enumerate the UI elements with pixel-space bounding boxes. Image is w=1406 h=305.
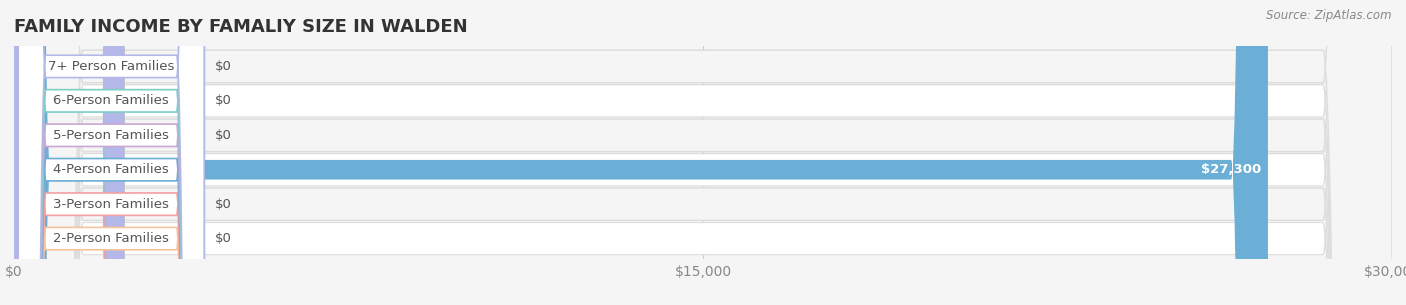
Text: $0: $0	[215, 129, 232, 142]
FancyBboxPatch shape	[14, 0, 1392, 305]
FancyBboxPatch shape	[18, 0, 204, 305]
Text: 7+ Person Families: 7+ Person Families	[48, 60, 174, 73]
Text: 2-Person Families: 2-Person Families	[53, 232, 169, 245]
FancyBboxPatch shape	[18, 0, 204, 305]
FancyBboxPatch shape	[18, 0, 204, 305]
FancyBboxPatch shape	[14, 0, 1392, 305]
Text: 5-Person Families: 5-Person Families	[53, 129, 169, 142]
Text: $0: $0	[215, 232, 232, 245]
Text: $0: $0	[215, 198, 232, 211]
FancyBboxPatch shape	[14, 0, 1392, 305]
FancyBboxPatch shape	[14, 0, 1268, 305]
Text: $27,300: $27,300	[1201, 163, 1261, 176]
Text: 3-Person Families: 3-Person Families	[53, 198, 169, 211]
Text: Source: ZipAtlas.com: Source: ZipAtlas.com	[1267, 9, 1392, 22]
FancyBboxPatch shape	[14, 0, 124, 305]
Text: 6-Person Families: 6-Person Families	[53, 94, 169, 107]
Bar	[14, 118, 1392, 152]
Text: $0: $0	[215, 94, 232, 107]
FancyBboxPatch shape	[18, 0, 204, 305]
Text: 4-Person Families: 4-Person Families	[53, 163, 169, 176]
Bar	[14, 187, 1392, 221]
FancyBboxPatch shape	[18, 0, 204, 305]
Bar	[14, 152, 1392, 187]
Bar	[14, 49, 1392, 84]
FancyBboxPatch shape	[18, 0, 204, 305]
FancyBboxPatch shape	[14, 0, 124, 305]
FancyBboxPatch shape	[14, 0, 1392, 305]
FancyBboxPatch shape	[14, 0, 1392, 305]
Text: $0: $0	[215, 60, 232, 73]
Bar	[14, 221, 1392, 256]
FancyBboxPatch shape	[14, 0, 124, 305]
FancyBboxPatch shape	[14, 0, 124, 305]
Bar	[14, 84, 1392, 118]
FancyBboxPatch shape	[14, 0, 124, 305]
Text: FAMILY INCOME BY FAMALIY SIZE IN WALDEN: FAMILY INCOME BY FAMALIY SIZE IN WALDEN	[14, 18, 468, 36]
FancyBboxPatch shape	[14, 0, 1392, 305]
